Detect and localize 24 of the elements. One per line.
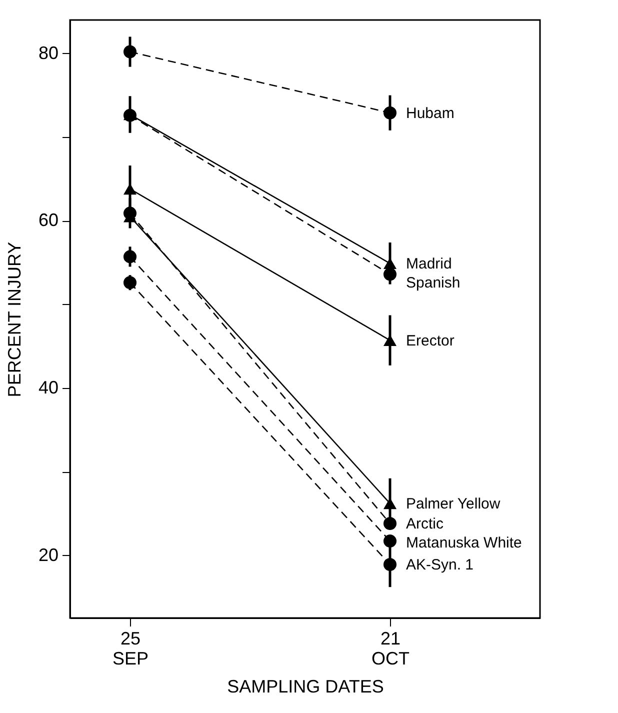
x-tick-label: 21 OCT	[372, 628, 410, 668]
series-label: AK-Syn. 1	[406, 556, 474, 574]
y-tick-label: 20	[38, 544, 58, 565]
series-label: Matanuska White	[406, 534, 522, 552]
y-tick-label: 80	[38, 42, 58, 63]
point	[123, 276, 137, 290]
series-label: Erector	[406, 332, 454, 350]
series-label: Hubam	[406, 104, 454, 122]
point	[383, 516, 397, 530]
point	[383, 106, 397, 120]
series-label: Arctic	[406, 515, 444, 532]
x-axis-title: SAMPLING DATES	[227, 676, 384, 696]
point	[383, 534, 397, 548]
series-label: Madrid	[406, 255, 452, 272]
x-tick-label: 25 SEP	[112, 628, 149, 668]
series-label: Spanish	[406, 274, 460, 292]
y-tick-label: 60	[38, 210, 58, 230]
y-axis-title: PERCENT INJURY	[4, 242, 24, 398]
point	[123, 45, 137, 58]
y-tick-label: 40	[38, 378, 58, 398]
point	[383, 558, 397, 571]
series-label: Palmer Yellow	[406, 495, 500, 512]
point	[123, 250, 137, 264]
point	[383, 268, 397, 281]
